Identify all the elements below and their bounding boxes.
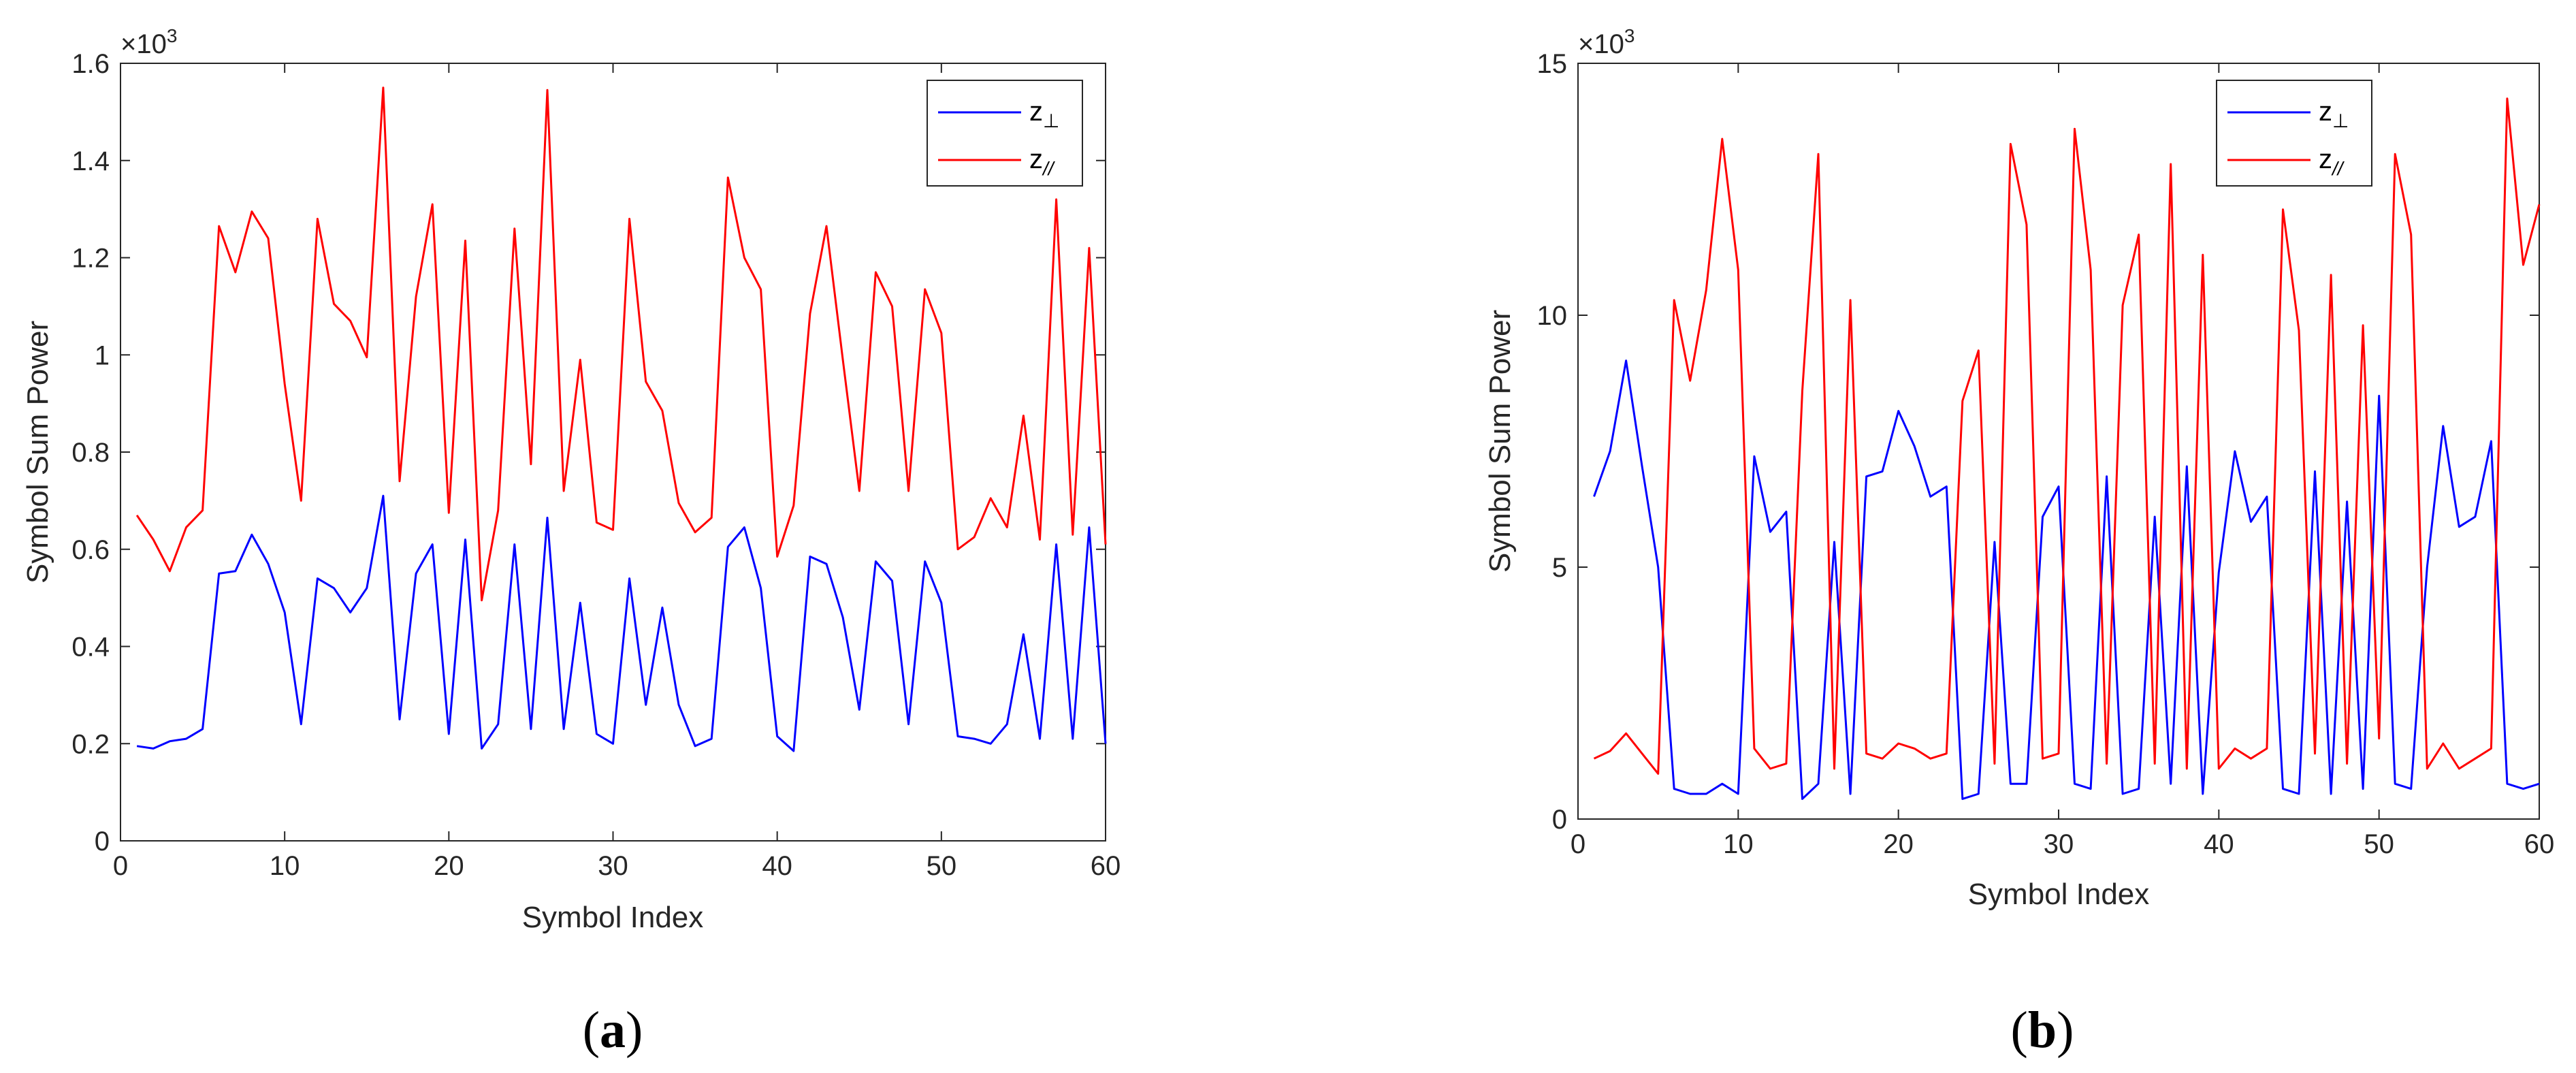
panel-b-plot-area [1577,63,2540,820]
panel-a-chart: 0 10 20 30 40 50 60 0 0.2 0.4 0.6 0.8 1 1.2 1.4 1.6 ×10… [21,25,1121,1059]
panel-a-ytick-label-2: 0.4 [71,632,110,662]
panel-a-xlabel: Symbol Index [522,901,704,934]
panel-b-ytick-label-3: 15 [1537,49,1568,79]
panel-a-multiplier: ×103 [120,25,177,59]
panel-a-series-line-z-perp [136,494,1107,752]
panel-b-xtick-label-5: 50 [2364,829,2394,859]
panel-a-ticks [120,63,1106,842]
panel-b-tick-labels: 0 10 20 30 40 50 60 0 5 10 15 [1537,49,2555,859]
panel-a-legend-label-z-par: z// [1029,144,1056,179]
panel-a-legend: z⊥ z// [927,80,1083,187]
panel-a-xtick-label-3: 30 [598,851,628,881]
panel-a-ytick-label-7: 1.4 [71,146,110,176]
panel-b-legend: z⊥ z// [2216,80,2372,187]
panel-b-xtick-label-2: 20 [1883,829,1914,859]
panel-a-legend-label-z-perp: z⊥ [1029,97,1059,131]
panel-b-ylabel: Symbol Sum Power [1483,310,1517,573]
panel-a-xtick-label-6: 60 [1091,851,1121,881]
panel-a-ytick-label-6: 1.2 [71,244,110,274]
panel-a-xtick-label-5: 50 [927,851,957,881]
panel-a-xtick-label-1: 10 [270,851,300,881]
panel-b-xtick-label-3: 30 [2044,829,2074,859]
panel-b-ytick-label-2: 10 [1537,301,1568,331]
panel-b-xtick-label-4: 40 [2204,829,2234,859]
panel-a-ytick-label-1: 0.2 [71,729,110,759]
panel-b-xlabel: Symbol Index [1968,878,2150,911]
panel-b-legend-label-z-par: z// [2319,144,2345,179]
panel-a-legend-box [927,80,1083,187]
panel-b-legend-label-z-perp: z⊥ [2319,97,2349,131]
panel-a-ytick-label-5: 1 [95,340,110,370]
panel-a-series-line-z-par [135,86,1107,602]
panel-a-ytick-label-4: 0.8 [71,438,110,468]
panel-b-series-line-z-perp [1593,359,2540,800]
panel-a-tick-labels: 0 10 20 30 40 50 60 0 0.2 0.4 0.6 0.8 1 1.2 1.4 1.6 [71,49,1121,881]
panel-a-ytick-label-0: 0 [95,827,110,856]
panel-b-series-line-z-par [1593,97,2541,775]
panel-a-plot-area [120,63,1106,842]
panel-a-series [135,86,1107,752]
panel-a-ytick-label-8: 1.6 [71,49,110,79]
panel-b-legend-box [2216,80,2372,187]
panel-a-xtick-label-0: 0 [113,851,128,881]
panel-b-xtick-label-0: 0 [1571,829,1585,859]
panel-a-xtick-label-4: 40 [762,851,792,881]
panel-b-xtick-label-1: 10 [1723,829,1754,859]
panel-b-chart: 0 10 20 30 40 50 60 0 5 10 15 ×103 Symbol Index Sy… [1483,25,2554,1059]
panel-a-xtick-label-2: 20 [434,851,464,881]
panel-b-multiplier: ×103 [1578,25,1635,59]
panel-b-xtick-label-6: 60 [2524,829,2555,859]
panel-a-ylabel: Symbol Sum Power [21,321,54,583]
panel-b-ticks [1577,63,2540,820]
panel-b-label: (b) [2011,1002,2074,1059]
panel-a-label: (a) [583,1002,643,1059]
panel-b-series [1593,97,2541,800]
panel-a-ytick-label-3: 0.6 [71,535,110,565]
panel-b-ytick-label-0: 0 [1552,805,1567,835]
panel-b-ytick-label-1: 5 [1552,553,1567,583]
